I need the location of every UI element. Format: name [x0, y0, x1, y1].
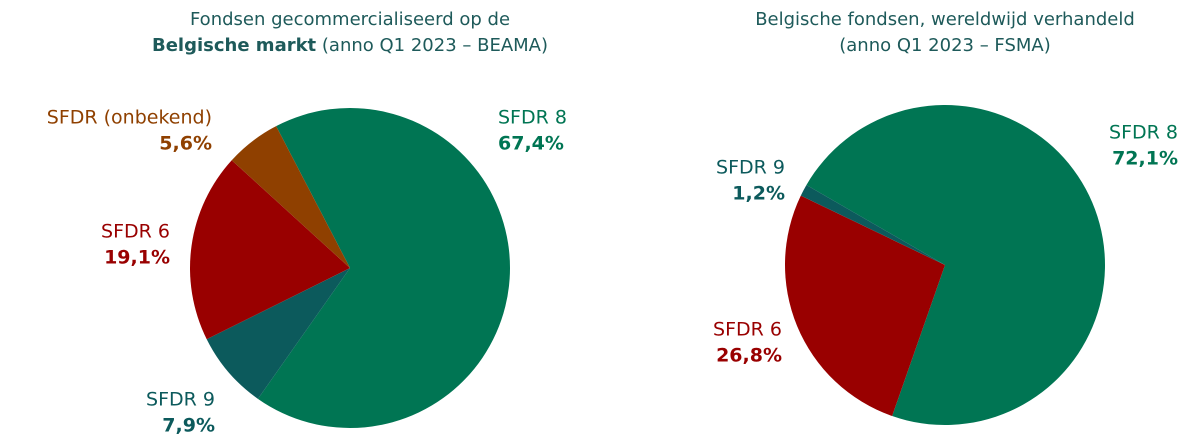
- pie-slice: [231, 126, 350, 268]
- value-label: 19,1%: [104, 247, 170, 269]
- chart-title: Belgische markt (anno Q1 2023 – BEAMA): [152, 35, 548, 56]
- chart-title: Fondsen gecommercialiseerd op de: [190, 9, 510, 30]
- pie-slice: [257, 107, 510, 428]
- title-part: (anno Q1 2023 – FSMA): [839, 35, 1051, 56]
- pie-slice: [190, 160, 350, 340]
- chart-title: (anno Q1 2023 – FSMA): [839, 35, 1051, 56]
- value-label: 5,6%: [159, 133, 212, 155]
- value-label: 72,1%: [1112, 148, 1178, 170]
- title-part: Fondsen gecommercialiseerd op de: [190, 9, 510, 30]
- title-part: Belgische fondsen, wereldwijd verhandeld: [755, 9, 1135, 30]
- pie-slice: [206, 268, 350, 399]
- chart-title: Belgische fondsen, wereldwijd verhandeld: [755, 9, 1135, 30]
- slice-label: SFDR 9: [716, 157, 785, 179]
- slice-label: SFDR (onbekend): [47, 107, 212, 129]
- title-part: (anno Q1 2023 – BEAMA): [322, 35, 548, 56]
- slice-label: SFDR 8: [1109, 122, 1178, 144]
- value-label: 26,8%: [716, 345, 782, 367]
- slice-label: SFDR 8: [498, 107, 567, 129]
- slice-label: SFDR 6: [713, 319, 782, 341]
- value-label: 1,2%: [732, 183, 785, 205]
- slice-label: SFDR 9: [146, 389, 215, 411]
- slice-label: SFDR 6: [101, 221, 170, 243]
- title-part: Belgische markt: [152, 35, 317, 56]
- pie-slice: [785, 195, 945, 417]
- pie-slice: [806, 105, 1105, 425]
- pie-slice: [800, 185, 945, 265]
- value-label: 7,9%: [162, 415, 215, 437]
- value-label: 67,4%: [498, 133, 564, 155]
